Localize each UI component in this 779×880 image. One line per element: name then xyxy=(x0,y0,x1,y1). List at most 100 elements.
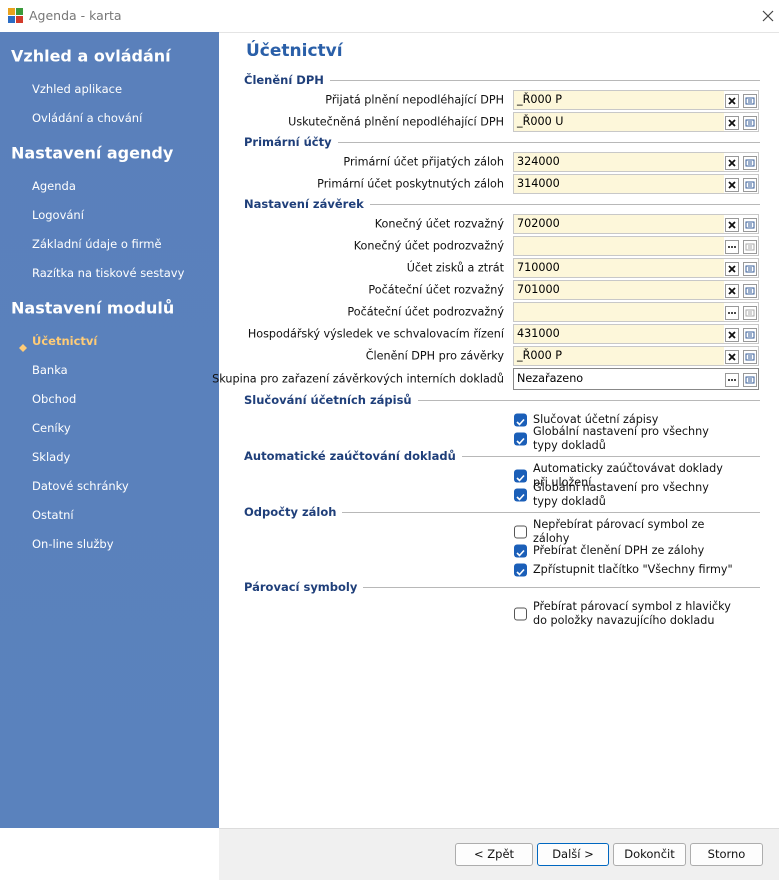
checkbox-label[interactable]: Globální nastavení pro všechny typy dokl… xyxy=(533,425,709,452)
field-button[interactable] xyxy=(743,283,757,298)
sidebar-item[interactable]: Základní údaje o firmě xyxy=(32,237,162,251)
dialog-button[interactable]: Storno xyxy=(690,843,763,866)
field-value[interactable]: _Ř000 P xyxy=(514,91,724,109)
list-icon[interactable] xyxy=(743,218,757,232)
field-button[interactable] xyxy=(725,305,739,320)
checkbox[interactable] xyxy=(514,413,527,427)
list-icon[interactable] xyxy=(743,156,757,170)
clear-icon[interactable] xyxy=(725,262,739,276)
sidebar-item[interactable]: Ostatní xyxy=(32,508,74,522)
checkbox[interactable] xyxy=(514,544,527,558)
sidebar-item[interactable]: Logování xyxy=(32,208,84,222)
clear-icon[interactable] xyxy=(725,116,739,130)
checkbox-label[interactable]: Zpřístupnit tlačítko "Všechny firmy" xyxy=(533,563,733,576)
field-value[interactable]: 701000 xyxy=(514,281,724,299)
field[interactable]: 702000 xyxy=(513,214,759,234)
field-value[interactable] xyxy=(514,237,724,255)
field-value[interactable]: 702000 xyxy=(514,215,724,233)
clear-icon[interactable] xyxy=(725,284,739,298)
field-button[interactable] xyxy=(725,239,739,254)
field-value[interactable]: 324000 xyxy=(514,153,724,171)
browse-icon[interactable] xyxy=(725,306,739,320)
field[interactable] xyxy=(513,302,759,322)
field-button[interactable] xyxy=(743,155,757,170)
clear-icon[interactable] xyxy=(725,178,739,192)
field[interactable]: 431000 xyxy=(513,324,759,344)
field[interactable]: 314000 xyxy=(513,174,759,194)
sidebar-item[interactable]: Datové schránky xyxy=(32,479,129,493)
field-value[interactable]: 314000 xyxy=(514,175,724,193)
field-button[interactable] xyxy=(743,261,757,276)
field-value[interactable]: 431000 xyxy=(514,325,724,343)
field[interactable]: Nezařazeno xyxy=(513,368,759,390)
close-button[interactable] xyxy=(762,10,774,22)
field[interactable] xyxy=(513,236,759,256)
sidebar-item[interactable]: Vzhled aplikace xyxy=(32,82,123,96)
field-button[interactable] xyxy=(743,115,757,130)
list-icon[interactable] xyxy=(743,262,757,276)
checkbox[interactable] xyxy=(514,432,527,446)
field-value[interactable]: _Ř000 P xyxy=(514,347,724,365)
checkbox-label[interactable]: Přebírat členění DPH ze zálohy xyxy=(533,544,705,557)
list-icon[interactable] xyxy=(743,284,757,298)
field[interactable]: 710000 xyxy=(513,258,759,278)
checkbox[interactable] xyxy=(514,469,527,483)
field-button[interactable] xyxy=(743,327,757,342)
field-button[interactable] xyxy=(743,305,757,320)
sidebar-item[interactable]: Sklady xyxy=(32,450,71,464)
clear-icon[interactable] xyxy=(725,94,739,108)
field-button[interactable] xyxy=(725,217,739,232)
checkbox-label[interactable]: Slučovat účetní zápisy xyxy=(533,413,659,426)
sidebar-item[interactable]: On-line služby xyxy=(32,537,114,551)
field-button[interactable] xyxy=(725,349,739,364)
checkbox-label[interactable]: Automaticky zaúčtovávat doklady při ulož… xyxy=(533,462,723,489)
field-button[interactable] xyxy=(725,93,739,108)
field-button[interactable] xyxy=(725,372,739,387)
clear-icon[interactable] xyxy=(725,156,739,170)
field-button[interactable] xyxy=(725,283,739,298)
field-button[interactable] xyxy=(743,93,757,108)
checkbox-label[interactable]: Nepřebírat párovací symbol ze zálohy xyxy=(533,518,705,545)
list-icon[interactable] xyxy=(743,178,757,192)
field-value[interactable] xyxy=(514,303,724,321)
field-value[interactable]: 710000 xyxy=(514,259,724,277)
field[interactable]: _Ř000 P xyxy=(513,90,759,110)
sidebar-item[interactable]: Agenda xyxy=(32,179,76,193)
list-icon[interactable] xyxy=(743,94,757,108)
dialog-button[interactable]: Další > xyxy=(537,843,609,866)
sidebar-item[interactable]: Účetnictví xyxy=(32,334,98,348)
list-icon[interactable] xyxy=(743,306,757,320)
field-button[interactable] xyxy=(743,239,757,254)
sidebar-item[interactable]: Ovládání a chování xyxy=(32,111,143,125)
checkbox[interactable] xyxy=(514,488,527,502)
clear-icon[interactable] xyxy=(725,350,739,364)
field-button[interactable] xyxy=(725,261,739,276)
field[interactable]: 701000 xyxy=(513,280,759,300)
list-icon[interactable] xyxy=(743,240,757,254)
list-icon[interactable] xyxy=(743,328,757,342)
field-button[interactable] xyxy=(725,327,739,342)
sidebar-item[interactable]: Ceníky xyxy=(32,421,71,435)
field[interactable]: 324000 xyxy=(513,152,759,172)
browse-icon[interactable] xyxy=(725,240,739,254)
field-button[interactable] xyxy=(743,349,757,364)
sidebar-item[interactable]: Razítka na tiskové sestavy xyxy=(32,266,185,280)
list-icon[interactable] xyxy=(743,350,757,364)
field-button[interactable] xyxy=(743,177,757,192)
clear-icon[interactable] xyxy=(725,218,739,232)
field-value[interactable]: _Ř000 U xyxy=(514,113,724,131)
field-button[interactable] xyxy=(743,217,757,232)
checkbox[interactable] xyxy=(514,525,527,539)
field-button[interactable] xyxy=(725,155,739,170)
sidebar-item[interactable]: Banka xyxy=(32,363,68,377)
field-button[interactable] xyxy=(725,115,739,130)
checkbox-label[interactable]: Globální nastavení pro všechny typy dokl… xyxy=(533,481,709,508)
list-icon[interactable] xyxy=(743,373,757,387)
field[interactable]: _Ř000 P xyxy=(513,346,759,366)
dialog-button[interactable]: Dokončit xyxy=(613,843,686,866)
clear-icon[interactable] xyxy=(725,328,739,342)
browse-icon[interactable] xyxy=(725,373,739,387)
sidebar-item[interactable]: Obchod xyxy=(32,392,77,406)
list-icon[interactable] xyxy=(743,116,757,130)
checkbox[interactable] xyxy=(514,563,527,577)
